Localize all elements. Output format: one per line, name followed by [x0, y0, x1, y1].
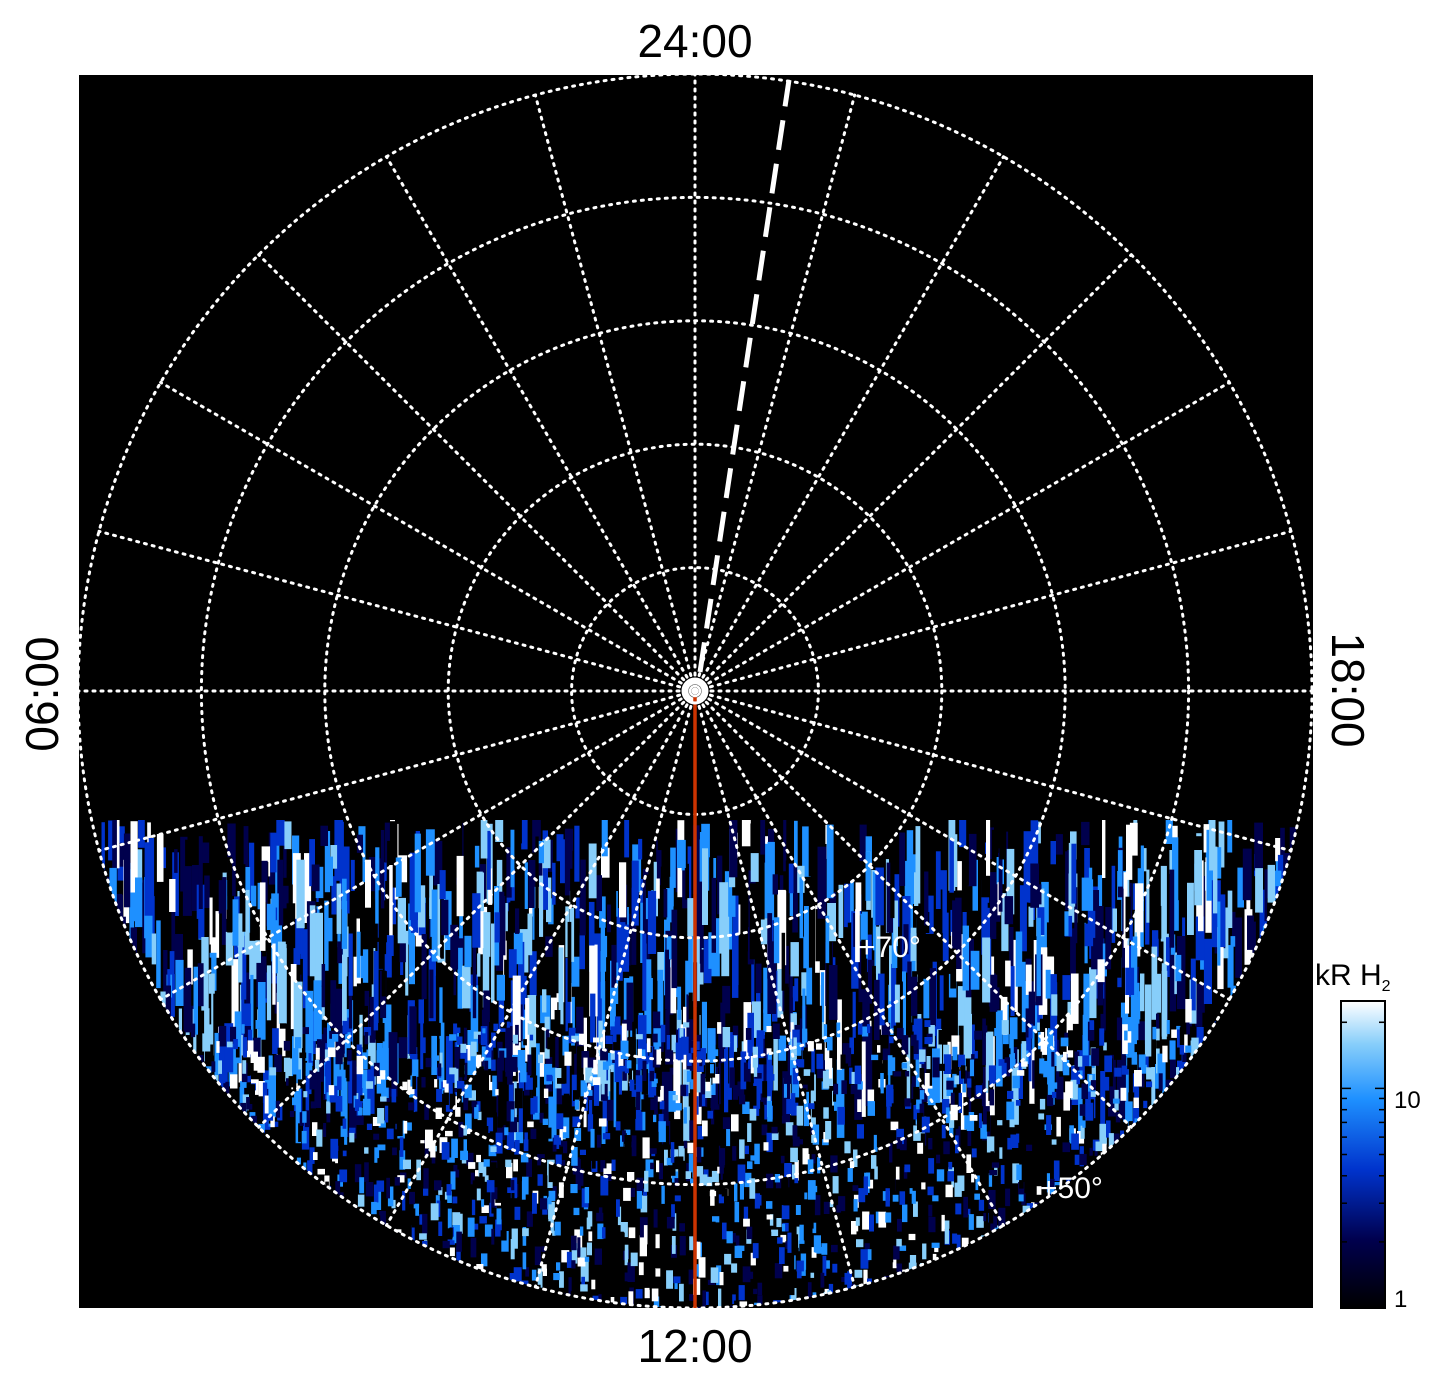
meridian-line	[693, 689, 1133, 1129]
pole-marker	[681, 677, 709, 705]
meridian-line	[97, 529, 697, 693]
meridian-line	[385, 689, 697, 1227]
meridian-line	[693, 689, 1293, 853]
meridian-line	[97, 689, 697, 853]
colorbar-gradient	[1340, 1000, 1386, 1309]
meridian-line	[693, 93, 857, 693]
meridian-line	[159, 689, 697, 1001]
meridian-line	[257, 253, 697, 693]
colorbar: kR H2 1 10	[1315, 959, 1421, 1313]
meridian-line	[693, 689, 857, 1289]
local-time-label-bottom: 12:00	[637, 1320, 752, 1372]
meridian-line	[693, 689, 1005, 1227]
local-time-meridians	[79, 75, 1313, 1308]
meridian-line	[257, 689, 697, 1129]
latitude-label-70: +70°	[858, 931, 921, 964]
colorbar-minor-ticks	[1341, 1021, 1385, 1309]
local-time-label-left: 06:00	[16, 636, 68, 751]
meridian-line	[533, 689, 697, 1289]
dashed-reference-line	[697, 79, 792, 673]
colorbar-tick-label-10: 10	[1394, 1087, 1421, 1114]
meridian-line	[533, 93, 697, 693]
meridian-line	[693, 689, 1231, 1001]
meridian-line	[693, 155, 1005, 693]
meridian-line	[693, 381, 1231, 693]
local-time-label-top: 24:00	[637, 15, 752, 67]
local-time-label-right: 18:00	[1322, 632, 1374, 747]
meridian-line	[693, 253, 1133, 693]
meridian-line	[385, 155, 697, 693]
meridian-line	[159, 381, 697, 693]
colorbar-tick-label-1: 1	[1394, 1286, 1407, 1313]
colorbar-title: kR H2	[1315, 959, 1391, 995]
meridian-line	[693, 529, 1293, 693]
latitude-label-50: +50°	[1040, 1172, 1103, 1205]
